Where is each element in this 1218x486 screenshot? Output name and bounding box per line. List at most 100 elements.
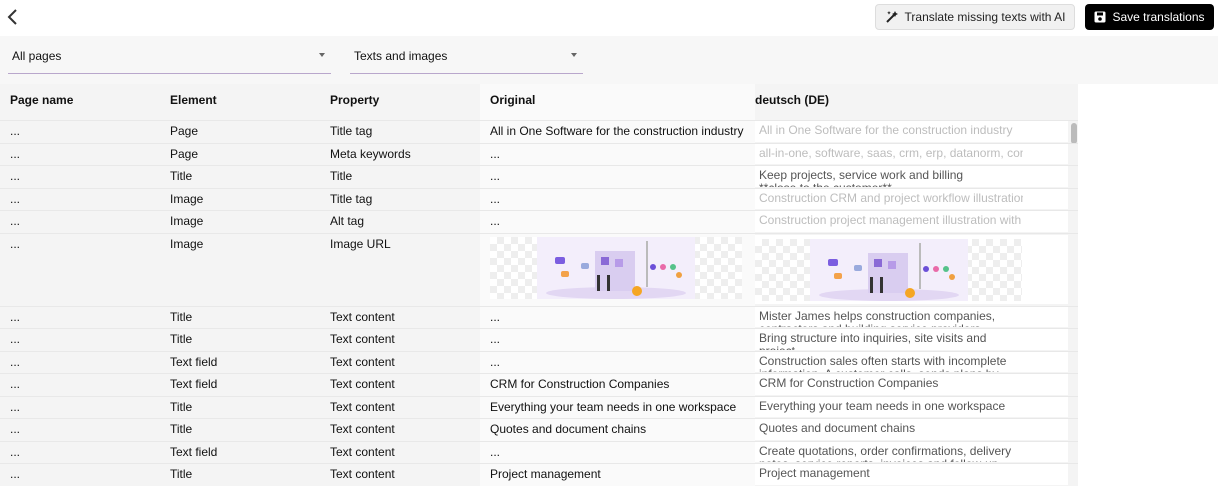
row-line [0,395,1078,397]
translation-input[interactable]: CRM for Construction Companies [755,374,1068,395]
property: Image URL [330,236,391,251]
translation-text: Create quotations, order confirmations, … [759,444,1012,463]
row-line [0,120,1078,121]
page-name: ... [10,124,21,138]
table-row: ... Title Text content Everything your team… [0,396,1078,419]
page-name: ... [10,169,21,183]
translation-input[interactable]: All in One Software for the construction… [755,121,1068,142]
property: Text content [330,332,395,346]
column-header: deutsch (DE) [755,93,830,107]
element: Image [170,236,204,251]
page-select[interactable]: All pages [8,36,331,74]
property: Text content [330,354,395,369]
button-label: Translate missing texts with AI [904,10,1066,24]
element: Text field [170,377,218,391]
translation-input[interactable]: Everything your team needs in one worksp… [755,396,1068,417]
translation-input[interactable]: Mister James helps construction companie… [755,306,1068,328]
row-line [0,305,1078,307]
table-row: ... Title Text content Quotes and document … [0,418,1078,441]
original-text: ... [490,354,501,369]
table-row: ... Page Meta keywords... all-in-one, softw… [0,143,1078,166]
button-label: Save translations [1112,10,1205,24]
translation-input[interactable]: Project management [755,464,1068,485]
original-text: ... [490,169,501,183]
translation-placeholder: Construction project management illustra… [759,214,1023,227]
table-row: ... Text field Text content CRM for Constru… [0,373,1078,396]
original-text: Project management [490,467,601,481]
translation-text: Everything your team needs in one worksp… [759,399,1006,413]
page-name: ... [10,309,21,324]
table-row: ... Title Title... Keep projects, service w… [0,165,1078,188]
page-name: ... [10,444,21,459]
translation-input[interactable]: Bring structure into inquiries, site vis… [755,329,1068,350]
translation-text: Construction sales often starts with inc… [759,354,1007,373]
translate-ai-button[interactable]: Translate missing texts with AI [875,4,1075,30]
element: Page [170,146,199,161]
save-icon [1094,11,1106,23]
translation-input[interactable]: Construction CRM and project workflow il… [755,188,1068,209]
translation-text: CRM for Construction Companies [759,377,939,390]
illustration [537,236,695,299]
translation-text: Bring structure into inquiries, site vis… [759,332,987,350]
scrollbar[interactable] [1071,123,1077,144]
property: Alt tag [330,214,365,228]
column-header: Property [330,93,380,107]
translation-input[interactable]: Keep projects, service work and billing … [755,166,1068,187]
translation-placeholder: Construction CRM and project workflow il… [759,191,1023,205]
page-name: ... [10,332,21,346]
row-line [0,328,1078,329]
element: Title [170,399,193,414]
image-preview [490,236,742,299]
translation-text: Project management [759,467,870,480]
table-row: ... Text field Text content... Create quota… [0,441,1078,464]
element: Page [170,124,199,138]
element: Title [170,169,193,183]
translation-input[interactable]: all-in-one, software, saas, crm, erp, da… [755,143,1068,164]
translation-input[interactable]: Construction project management illustra… [755,211,1068,232]
translation-input[interactable]: Create quotations, order confirmations, … [755,441,1068,463]
translation-text: Keep projects, service work and billing … [759,169,964,187]
row-line [0,440,1078,442]
original-text: ... [490,444,501,459]
table-row: ... Image Title tag... Construction CRM and… [0,188,1078,211]
column-header: Original [490,93,536,107]
image-preview [755,238,1022,301]
table-row: ... Title Text content... Mister James help… [0,306,1078,329]
translation-text: Mister James helps construction companie… [759,309,996,328]
row-line [0,463,1078,464]
property: Text content [330,399,395,414]
page-name: ... [10,399,21,414]
original-text: ... [490,191,501,206]
translation-placeholder: All in One Software for the construction… [759,124,1013,137]
translation-input[interactable]: Quotes and document chains [755,419,1068,440]
table-row: ... Title Text content... Bring structure i… [0,328,1078,351]
column-header: Element [170,93,217,107]
element: Text field [170,354,218,369]
original-text: ... [490,214,501,228]
content-select[interactable]: Texts and images [350,36,583,74]
translation-input[interactable] [755,234,1068,304]
save-button[interactable]: Save translations [1085,4,1214,30]
property: Text content [330,444,395,459]
original-text: ... [490,332,501,346]
translation-input[interactable]: Construction sales often starts with inc… [755,351,1068,373]
element: Image [170,191,204,206]
back-button[interactable] [6,8,20,26]
table-row: ... Text field Text content... Construction… [0,351,1078,374]
select-value: Texts and images [354,49,448,63]
row-line [0,232,1078,234]
row-line [0,165,1078,166]
property: Text content [330,309,395,324]
page-name: ... [10,377,21,391]
row-line [0,210,1078,211]
original-text: Everything your team needs in one worksp… [490,399,737,414]
row-line [0,350,1078,352]
element: Title [170,467,193,481]
top-bar: Translate missing texts with AI Save tra… [0,0,1218,35]
original-text: Quotes and document chains [490,422,647,436]
select-value: All pages [12,49,62,63]
page-name: ... [10,191,21,206]
page-name: ... [10,354,21,369]
original-text: ... [490,146,501,161]
